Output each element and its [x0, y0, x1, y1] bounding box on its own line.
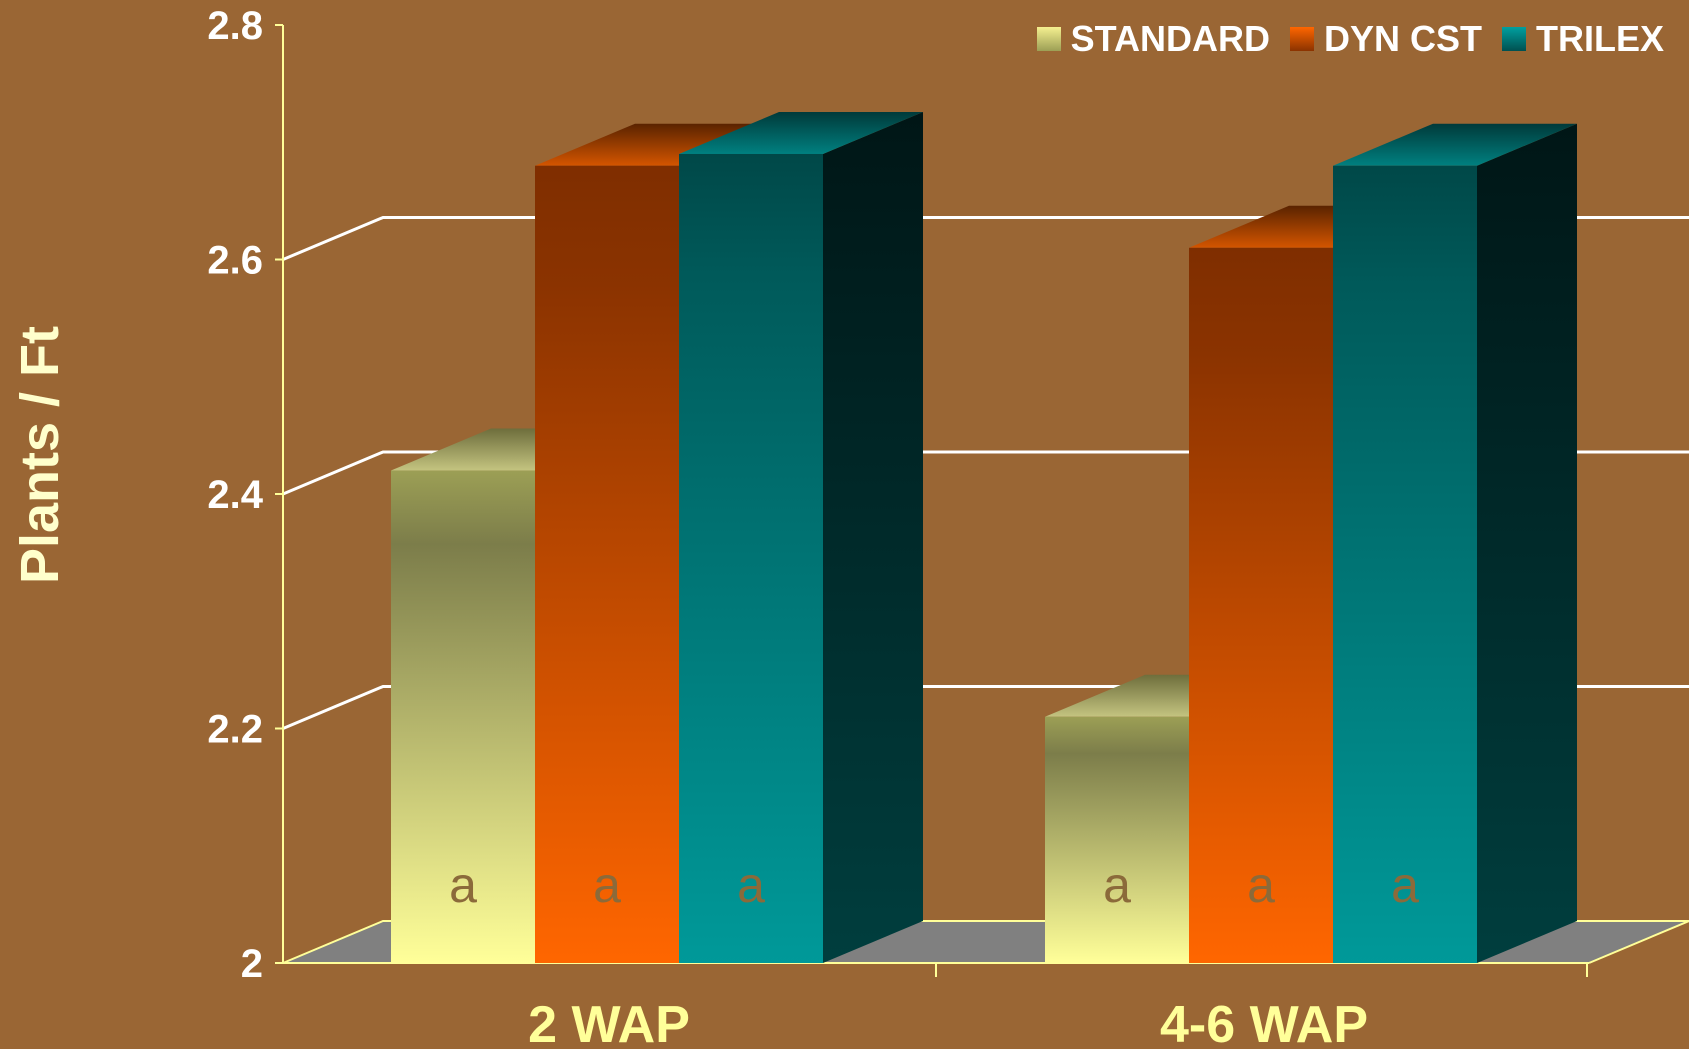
x-category-label: 2 WAP [528, 996, 690, 1049]
bar-front [1045, 716, 1189, 963]
bar-trilex-1 [679, 111, 923, 964]
legend-label-trilex: TRILEX [1535, 18, 1664, 59]
bar-side [1477, 123, 1577, 963]
y-tick-label: 2 [241, 942, 263, 986]
y-axis-title: Plants / Ft [10, 325, 70, 585]
bar-front [1333, 165, 1477, 963]
bar-front [1189, 247, 1333, 963]
legend-item-standard: STANDARD [1036, 18, 1270, 60]
significance-letter: a [1103, 857, 1131, 913]
bar-top [1333, 123, 1577, 166]
x-category-label: 4-6 WAP [1160, 996, 1368, 1049]
significance-letter: a [593, 857, 621, 913]
legend-item-dyn-cst: DYN CST [1289, 18, 1482, 60]
legend: STANDARD DYN CST TRILEX [1036, 18, 1664, 60]
bar-front [391, 470, 535, 963]
significance-letter: a [449, 857, 477, 913]
significance-letter: a [1247, 857, 1275, 913]
bar-side [823, 111, 923, 964]
legend-swatch-dyn-cst [1289, 27, 1314, 51]
y-tick-label: 2.4 [207, 473, 263, 517]
bar-top [679, 111, 923, 154]
floor-right-edge [1588, 920, 1689, 964]
bar-front [535, 165, 679, 963]
y-tick-label: 2.2 [207, 708, 263, 752]
y-tick-label: 2.8 [207, 4, 263, 48]
legend-swatch-standard [1036, 27, 1061, 51]
significance-letter: a [1391, 857, 1419, 913]
legend-label-standard: STANDARD [1070, 18, 1270, 59]
legend-item-trilex: TRILEX [1501, 18, 1664, 60]
y-tick-label: 2.6 [207, 239, 263, 283]
bar-front [679, 153, 823, 964]
legend-swatch-trilex [1501, 27, 1526, 51]
bar-top [535, 123, 779, 166]
gridline [282, 216, 1689, 261]
bar-trilex-2 [1333, 123, 1577, 963]
legend-label-dyn-cst: DYN CST [1323, 18, 1482, 59]
significance-letter: a [737, 857, 765, 913]
